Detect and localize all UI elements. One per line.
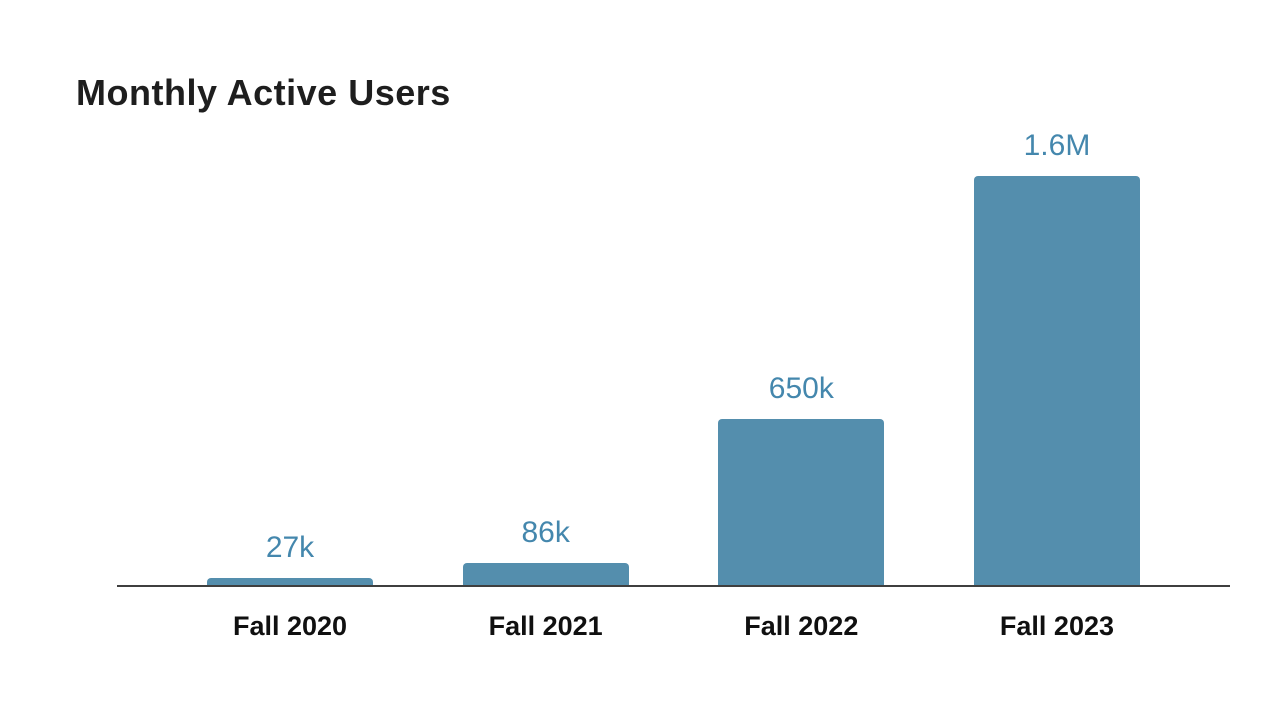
bars-row: 27k 86k 650k 1.6M (117, 0, 1230, 585)
bar-value-label: 27k (265, 531, 315, 564)
x-tick-label: Fall 2022 (744, 611, 859, 641)
plot-area: 27k 86k 650k 1.6M (117, 0, 1230, 587)
x-tick-label: Fall 2020 (232, 611, 348, 641)
x-axis-line (117, 585, 1230, 587)
bar (718, 419, 885, 585)
bar-column: 27k (207, 531, 373, 585)
chart-title: Monthly Active Users (76, 72, 451, 113)
bar-value-label: 1.6M (1023, 129, 1091, 162)
bar-column: 650k (718, 372, 885, 585)
x-tick-label: Fall 2021 (488, 611, 603, 641)
bar-column: 86k (462, 516, 629, 585)
bar-value-label: 86k (521, 516, 570, 549)
x-tick-label: Fall 2023 (999, 611, 1114, 641)
x-axis-tick-labels: Fall 2020 Fall 2021 Fall 2022 Fall 2023 (117, 611, 1230, 642)
bar (462, 563, 629, 585)
bar-column: 1.6M (973, 129, 1140, 585)
bar (207, 578, 373, 585)
bar-value-label: 650k (768, 372, 834, 405)
bar (973, 176, 1140, 585)
